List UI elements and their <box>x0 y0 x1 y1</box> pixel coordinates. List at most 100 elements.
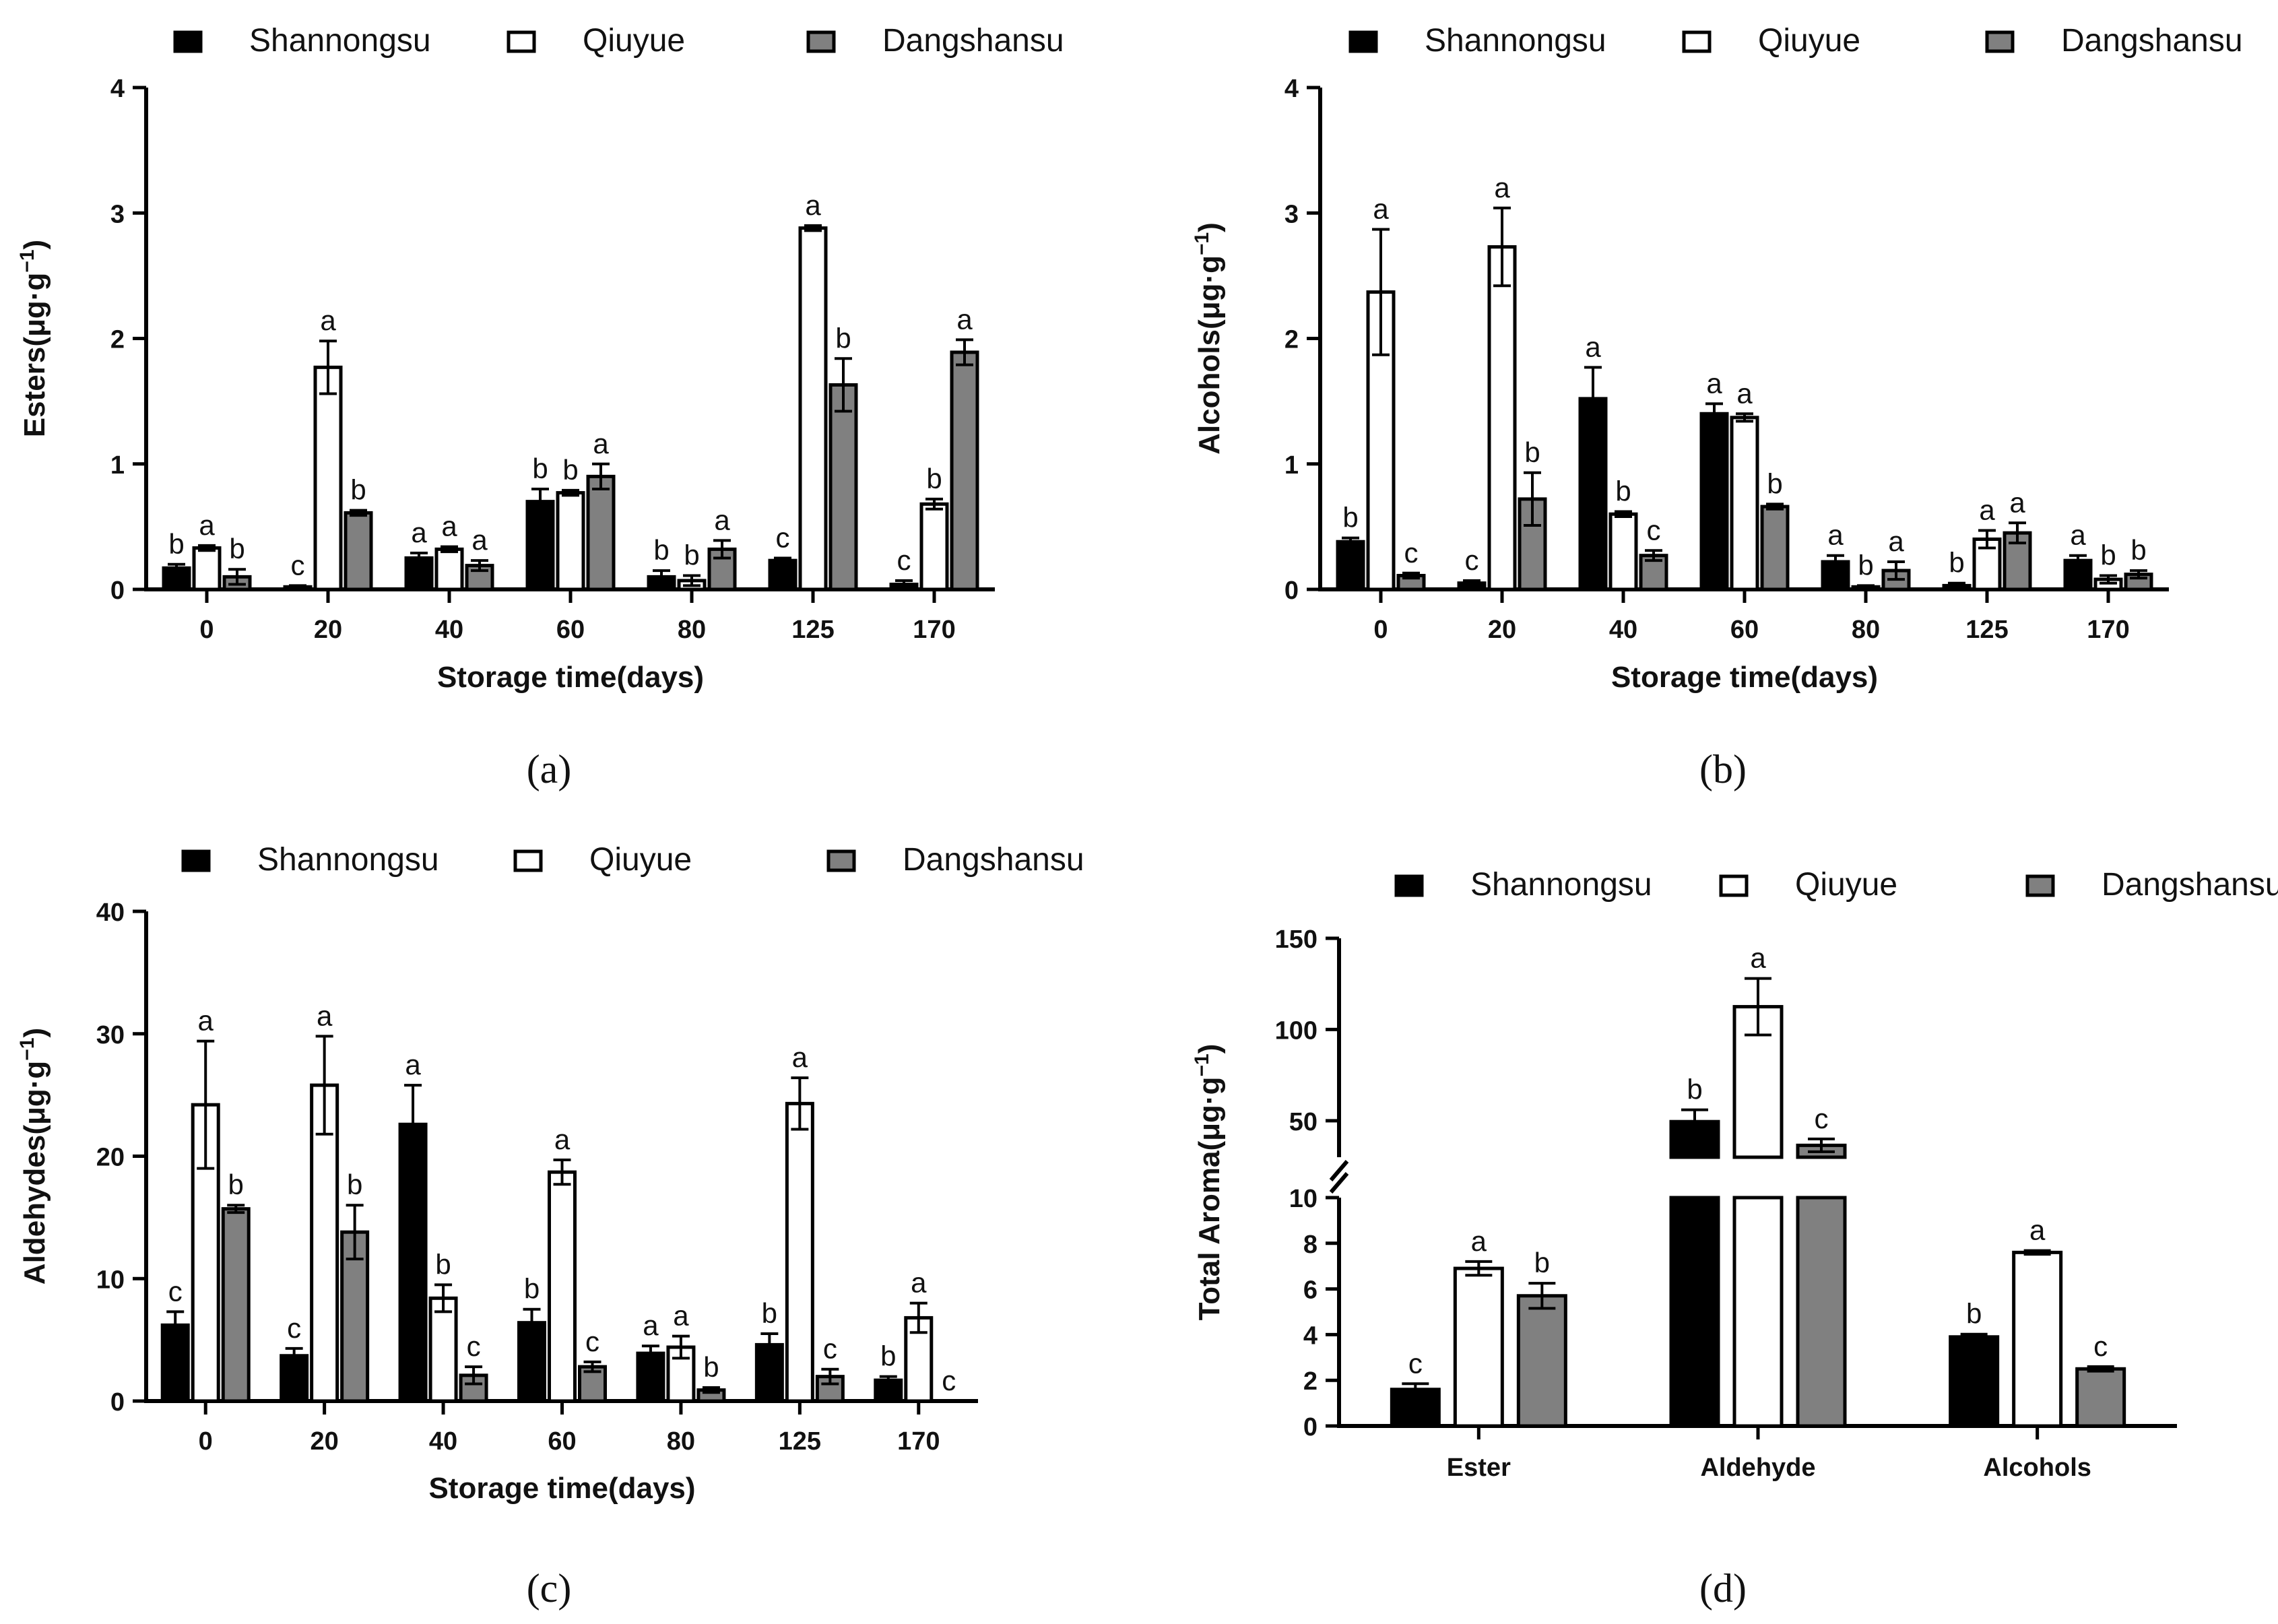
legend-item-shannongsu: Shannongsu <box>173 23 431 59</box>
significance-letter: b <box>703 1351 719 1383</box>
significance-letter: c <box>1404 537 1419 569</box>
y-axis-title-close: ) <box>1193 222 1226 232</box>
bar-qiuyue <box>919 502 949 591</box>
x-tick-label: 170 <box>897 1427 940 1456</box>
panel-label: (c) <box>527 1566 572 1611</box>
significance-letter: b <box>347 1169 362 1200</box>
panel-label: (a) <box>527 747 572 791</box>
significance-letter: a <box>1471 1225 1487 1257</box>
y-tick-label: 0 <box>110 577 125 605</box>
significance-letter: a <box>554 1124 571 1155</box>
significance-letter: b <box>1949 547 1964 579</box>
bar-shannongsu-lower <box>1669 1196 1720 1428</box>
significance-letter: c <box>776 521 790 553</box>
y-axis-title-main: Aldehydes(μg·g <box>18 1061 51 1285</box>
bar-qiuyue <box>434 547 464 591</box>
significance-letter: a <box>1979 494 1995 525</box>
bar-dangshansu-lower <box>1796 1196 1847 1428</box>
significance-letter: a <box>673 1300 689 1332</box>
y-tick-label: 2 <box>110 326 125 354</box>
legend-swatch <box>513 849 543 872</box>
significance-letter: a <box>593 428 609 459</box>
legend-item-shannongsu: Shannongsu <box>181 842 439 878</box>
y-axis-title: Esters(μg·g−1) <box>16 240 52 437</box>
significance-letter: a <box>2070 519 2086 551</box>
legend-label: Dangshansu <box>882 23 1064 59</box>
y-axis-title: Aldehydes(μg·g−1) <box>16 1028 52 1285</box>
bar-qiuyue <box>310 1083 339 1403</box>
legend-label: Qiuyue <box>1758 23 1860 59</box>
x-tick-label: 40 <box>429 1427 457 1456</box>
significance-letter: a <box>405 1049 421 1080</box>
x-axis-title: Storage time(days) <box>437 661 704 694</box>
bar-dangshansu <box>221 1207 251 1403</box>
legend-item-qiuyue: Qiuyue <box>507 23 685 59</box>
y-tick-label: 50 <box>1289 1108 1317 1136</box>
significance-letter: b <box>926 463 942 494</box>
legend-label: Shannongsu <box>1425 23 1606 59</box>
x-tick-label: 80 <box>1852 616 1880 644</box>
significance-letter: a <box>1706 367 1722 399</box>
y-axis-title-main: Alcohols(μg·g <box>1193 255 1226 455</box>
y-tick-label: 10 <box>1289 1185 1317 1213</box>
y-tick-label: 4 <box>1303 1322 1317 1350</box>
legend-item-dangshansu: Dangshansu <box>1985 23 2243 59</box>
x-tick-label: 20 <box>311 1427 339 1456</box>
y-tick-label: 0 <box>110 1388 125 1417</box>
axis-break-mark <box>1329 1160 1349 1181</box>
x-tick-label: 125 <box>1965 616 2008 644</box>
significance-letter: b <box>2100 540 2116 571</box>
bar-qiuyue <box>798 226 828 591</box>
panel-label: (d) <box>1699 1566 1747 1611</box>
legend-label: Dangshansu <box>903 842 1084 878</box>
y-tick-label: 4 <box>1284 75 1299 103</box>
y-tick-label: 30 <box>96 1021 125 1049</box>
significance-letter: c <box>287 1312 301 1344</box>
y-tick-label: 3 <box>110 200 125 228</box>
y-axis-title-close: ) <box>18 240 51 250</box>
significance-letter: b <box>168 528 184 560</box>
bar-qiuyue <box>1453 1266 1504 1428</box>
y-axis-title-close: ) <box>1193 1044 1226 1054</box>
legend-swatch <box>826 849 856 872</box>
y-axis-title: Alcohols(μg·g−1) <box>1191 222 1227 455</box>
y-tick-label: 150 <box>1275 925 1317 954</box>
x-tick-label: 80 <box>678 616 706 644</box>
significance-letter: c <box>291 549 305 581</box>
bar-shannongsu <box>1336 540 1365 591</box>
chart-panel-d: 0 2 4 6 8 10 50 100 150 Ester c a b Aldehyde b a c Alcoho… <box>1191 867 2278 1611</box>
x-tick-label: 125 <box>791 616 834 644</box>
x-tick-label: 60 <box>1730 616 1759 644</box>
significance-letter: a <box>1585 331 1601 362</box>
legend-label: Dangshansu <box>2102 867 2278 903</box>
x-tick-label: 170 <box>2087 616 2129 644</box>
x-tick-label: 170 <box>913 616 955 644</box>
bar-qiuyue <box>313 365 343 591</box>
x-tick-label: Aldehyde <box>1700 1454 1815 1482</box>
significance-letter: a <box>1373 193 1389 224</box>
y-tick-label: 1 <box>1284 451 1299 480</box>
bar-dangshansu <box>828 383 858 591</box>
significance-letter: a <box>643 1309 659 1341</box>
bar-qiuyue <box>548 1170 577 1403</box>
panel-label: (b) <box>1699 747 1747 791</box>
bar-dangshansu <box>1760 505 1790 591</box>
significance-letter: c <box>1465 544 1479 576</box>
significance-letter: a <box>471 524 488 556</box>
legend-swatch <box>2025 874 2055 897</box>
y-tick-label: 0 <box>1303 1413 1317 1441</box>
significance-letter: c <box>1647 514 1661 546</box>
significance-letter: c <box>2093 1330 2108 1362</box>
legend-label: Qiuyue <box>583 23 685 59</box>
significance-letter: c <box>168 1275 183 1307</box>
legend-label: Shannongsu <box>1470 867 1652 903</box>
significance-letter: a <box>2009 486 2025 518</box>
bar-qiuyue <box>1730 416 1759 591</box>
x-axis-title: Storage time(days) <box>428 1472 695 1505</box>
significance-letter: a <box>1888 525 1904 557</box>
y-axis-title-exponent: −1 <box>16 249 38 272</box>
significance-letter: b <box>880 1340 896 1372</box>
significance-letter: b <box>1534 1247 1550 1278</box>
legend-swatch <box>1719 874 1749 897</box>
